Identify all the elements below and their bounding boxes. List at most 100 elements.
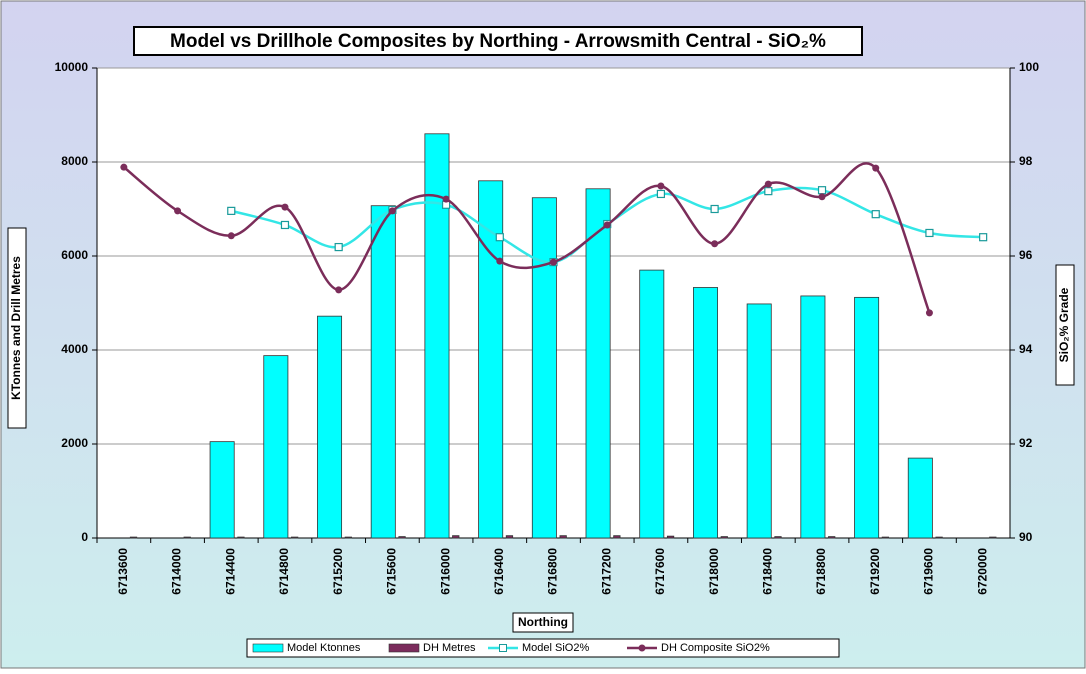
marker	[496, 257, 504, 265]
bar	[531, 197, 557, 539]
marker	[281, 203, 289, 211]
bar	[398, 536, 406, 539]
marker	[550, 258, 557, 266]
marker	[174, 207, 182, 215]
bar	[881, 536, 890, 539]
marker	[979, 233, 988, 242]
bar	[639, 269, 665, 539]
x-tick-label: 6718400	[760, 548, 774, 595]
marker	[442, 195, 450, 203]
legend-marker	[638, 644, 646, 652]
legend-swatch	[252, 643, 284, 653]
x-tick-label: 6714000	[170, 548, 184, 595]
legend-label: Model Ktonnes	[287, 642, 361, 654]
bar	[585, 188, 611, 539]
y2-tick-label: 100	[1019, 60, 1039, 74]
y-tick-label: 2000	[61, 436, 88, 450]
marker	[925, 309, 933, 317]
marker	[764, 180, 772, 188]
x-tick-label: 6716400	[492, 548, 506, 595]
bar	[452, 535, 460, 539]
marker	[656, 189, 666, 199]
y-title-box	[7, 227, 27, 429]
legend-box	[246, 638, 840, 658]
marker	[388, 207, 396, 215]
y2-axis-title: SiO₂% Grade	[1057, 287, 1071, 362]
x-tick-label: 6716800	[546, 548, 560, 595]
legend-label: DH Composite SiO2%	[661, 642, 770, 654]
y2-title-box	[1055, 264, 1075, 386]
x-tick-label: 6714800	[277, 548, 291, 595]
marker	[334, 242, 343, 252]
marker	[227, 232, 235, 240]
bar	[263, 355, 289, 539]
x-tick-label: 6719200	[868, 548, 882, 595]
bar	[828, 536, 836, 539]
marker	[871, 210, 880, 219]
x-tick-label: 6713600	[116, 548, 130, 595]
bar	[989, 536, 997, 539]
marker	[872, 164, 880, 172]
x-axis-title: Northing	[518, 615, 568, 629]
y-tick-label: 6000	[61, 248, 88, 262]
x-tick-label: 6719600	[922, 548, 936, 595]
x-tick-label: 6715200	[331, 548, 345, 595]
bar	[774, 536, 782, 539]
bar	[237, 536, 245, 539]
marker	[764, 187, 773, 196]
x-tick-label: 6718800	[814, 548, 828, 595]
marker	[710, 204, 719, 214]
bar	[129, 536, 138, 539]
y2-tick-label: 96	[1019, 248, 1033, 262]
x-title-box	[512, 612, 574, 633]
bar	[746, 303, 772, 539]
bar	[800, 295, 826, 539]
bar	[613, 535, 621, 539]
legend-label: Model SiO2%	[522, 642, 589, 654]
marker	[711, 240, 719, 248]
marker	[120, 163, 128, 171]
y2-tick-label: 90	[1019, 530, 1033, 544]
bar	[183, 536, 191, 539]
marker	[657, 182, 665, 190]
y2-tick-label: 92	[1019, 436, 1033, 450]
marker	[280, 220, 290, 230]
bar	[854, 296, 880, 539]
line	[123, 162, 931, 314]
marker	[603, 221, 611, 229]
y-tick-label: 8000	[61, 154, 88, 168]
bar	[907, 457, 933, 539]
bar	[291, 536, 299, 539]
marker	[818, 193, 826, 201]
bar	[344, 536, 352, 539]
x-tick-label: 6715600	[385, 548, 399, 595]
x-tick-label: 6714400	[223, 548, 237, 595]
chart-title: Model vs Drillhole Composites by Northin…	[170, 31, 826, 52]
y2-tick-label: 94	[1019, 342, 1033, 356]
bar	[935, 536, 943, 539]
bar	[505, 535, 514, 539]
marker	[925, 228, 934, 238]
y-tick-label: 0	[81, 530, 88, 544]
y2-tick-label: 98	[1019, 154, 1033, 168]
title-box	[133, 26, 863, 56]
bar	[666, 535, 675, 539]
marker	[495, 233, 504, 242]
x-tick-label: 6717600	[653, 548, 667, 595]
x-tick-label: 6720000	[975, 548, 989, 595]
x-tick-label: 6718000	[707, 548, 721, 595]
x-tick-label: 6717200	[599, 548, 613, 595]
x-tick-label: 6716000	[438, 548, 452, 595]
bar	[559, 535, 567, 539]
marker	[817, 186, 827, 195]
legend-marker	[499, 644, 507, 652]
y-axis-title: KTonnes and Drill Metres	[9, 256, 23, 400]
marker	[227, 206, 236, 215]
bar	[693, 287, 718, 539]
bar	[370, 205, 396, 539]
bar	[720, 536, 728, 539]
legend-label: DH Metres	[423, 642, 476, 654]
marker	[335, 286, 343, 294]
